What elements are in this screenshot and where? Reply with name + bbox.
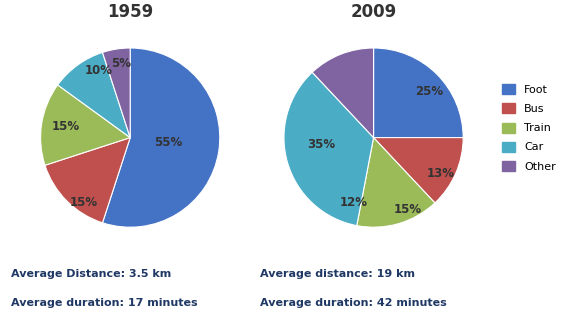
Text: 15%: 15%	[393, 203, 422, 216]
Wedge shape	[312, 48, 374, 138]
Wedge shape	[102, 48, 220, 227]
Text: 12%: 12%	[340, 196, 368, 209]
Title: 1959: 1959	[107, 3, 153, 21]
Text: 13%: 13%	[427, 167, 454, 180]
Legend: Foot, Bus, Train, Car, Other: Foot, Bus, Train, Car, Other	[498, 80, 560, 176]
Title: 2009: 2009	[350, 3, 397, 21]
Text: Average distance: 19 km: Average distance: 19 km	[260, 269, 415, 279]
Text: 15%: 15%	[52, 120, 80, 133]
Wedge shape	[41, 85, 130, 165]
Wedge shape	[45, 138, 130, 223]
Wedge shape	[58, 52, 130, 138]
Text: 5%: 5%	[112, 57, 131, 70]
Wedge shape	[374, 138, 463, 203]
Text: Average duration: 42 minutes: Average duration: 42 minutes	[260, 298, 447, 308]
Text: 25%: 25%	[415, 84, 443, 98]
Wedge shape	[102, 48, 130, 138]
Wedge shape	[357, 138, 435, 227]
Text: 35%: 35%	[307, 138, 336, 151]
Text: 10%: 10%	[85, 64, 113, 77]
Wedge shape	[284, 72, 374, 226]
Text: 15%: 15%	[70, 196, 98, 209]
Text: Average Distance: 3.5 km: Average Distance: 3.5 km	[11, 269, 171, 279]
Text: Average duration: 17 minutes: Average duration: 17 minutes	[11, 298, 198, 308]
Wedge shape	[374, 48, 463, 138]
Text: 55%: 55%	[154, 136, 182, 148]
